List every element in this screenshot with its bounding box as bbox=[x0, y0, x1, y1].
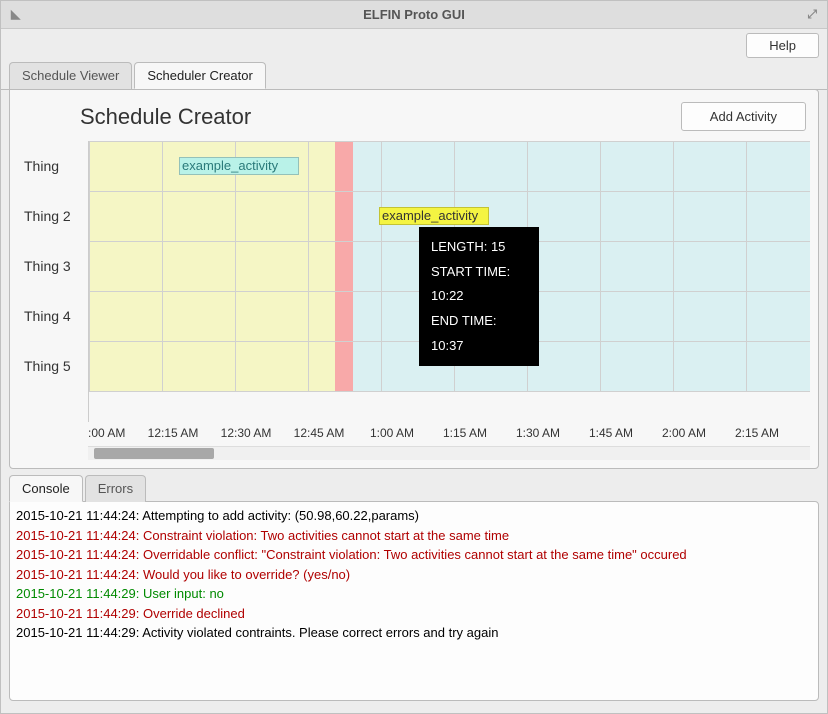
console-tabbar: Console Errors bbox=[1, 475, 827, 502]
time-label: 12:30 AM bbox=[221, 426, 272, 440]
activity-block[interactable]: example_activity bbox=[179, 157, 299, 175]
time-label: 2:15 AM bbox=[735, 426, 779, 440]
time-label: 12:15 AM bbox=[148, 426, 199, 440]
console-line: 2015-10-21 11:44:29: Activity violated c… bbox=[16, 623, 812, 643]
time-label: 1:00 AM bbox=[370, 426, 414, 440]
row-label: Thing bbox=[18, 141, 88, 191]
time-label: 12:00 AM bbox=[88, 426, 125, 440]
row-label: Thing 3 bbox=[18, 241, 88, 291]
schedule-container: Thing Thing 2 Thing 3 Thing 4 Thing 5 ex… bbox=[18, 141, 810, 422]
titlebar: ◣ ELFIN Proto GUI ⤢ bbox=[1, 1, 827, 29]
panel-header: Schedule Creator Add Activity bbox=[18, 98, 810, 141]
time-axis: 12:00 AM 12:15 AM 12:30 AM 12:45 AM 1:00 AM 1… bbox=[18, 424, 810, 446]
tab-errors[interactable]: Errors bbox=[85, 475, 146, 502]
scrollbar-thumb[interactable] bbox=[94, 448, 214, 459]
page-title: Schedule Creator bbox=[80, 104, 251, 130]
console-line: 2015-10-21 11:44:24: Would you like to o… bbox=[16, 565, 812, 585]
help-button[interactable]: Help bbox=[746, 33, 819, 58]
window-title: ELFIN Proto GUI bbox=[363, 7, 465, 22]
time-label: 2:00 AM bbox=[662, 426, 706, 440]
minimize-icon[interactable]: ◣ bbox=[11, 7, 20, 21]
maximize-icon[interactable]: ⤢ bbox=[807, 7, 817, 22]
toolbar: Help bbox=[1, 29, 827, 62]
console-line: 2015-10-21 11:44:29: User input: no bbox=[16, 584, 812, 604]
tab-scheduler-creator[interactable]: Scheduler Creator bbox=[134, 62, 266, 89]
console-line: 2015-10-21 11:44:24: Attempting to add a… bbox=[16, 506, 812, 526]
time-label: 1:30 AM bbox=[516, 426, 560, 440]
row-labels: Thing Thing 2 Thing 3 Thing 4 Thing 5 bbox=[18, 141, 88, 422]
console-panel[interactable]: 2015-10-21 11:44:24: Attempting to add a… bbox=[9, 501, 819, 701]
schedule-grid[interactable]: example_activity example_activity LENGTH… bbox=[88, 141, 810, 422]
main-tabbar: Schedule Viewer Scheduler Creator bbox=[1, 62, 827, 90]
console-line: 2015-10-21 11:44:24: Constraint violatio… bbox=[16, 526, 812, 546]
activity-block[interactable]: example_activity bbox=[379, 207, 489, 225]
row-label: Thing 2 bbox=[18, 191, 88, 241]
row-label: Thing 5 bbox=[18, 341, 88, 391]
tab-schedule-viewer[interactable]: Schedule Viewer bbox=[9, 62, 132, 89]
app-window: ◣ ELFIN Proto GUI ⤢ Help Schedule Viewer… bbox=[0, 0, 828, 714]
add-activity-button[interactable]: Add Activity bbox=[681, 102, 806, 131]
time-label: 12:45 AM bbox=[294, 426, 345, 440]
time-label: 1:45 AM bbox=[589, 426, 633, 440]
time-labels: 12:00 AM 12:15 AM 12:30 AM 12:45 AM 1:00 AM 1… bbox=[88, 424, 810, 446]
scheduler-panel: Schedule Creator Add Activity Thing Thin… bbox=[9, 89, 819, 469]
tooltip-length: LENGTH: 15 bbox=[431, 235, 527, 260]
grid-inner: example_activity example_activity LENGTH… bbox=[89, 141, 810, 391]
tab-console[interactable]: Console bbox=[9, 475, 83, 502]
region-now bbox=[335, 141, 353, 391]
tooltip-start: START TIME: 10:22 bbox=[431, 260, 527, 309]
time-label: 1:15 AM bbox=[443, 426, 487, 440]
console-line: 2015-10-21 11:44:24: Overridable conflic… bbox=[16, 545, 812, 565]
tooltip-end: END TIME: 10:37 bbox=[431, 309, 527, 358]
activity-tooltip: LENGTH: 15 START TIME: 10:22 END TIME: 1… bbox=[419, 227, 539, 366]
horizontal-scrollbar[interactable] bbox=[88, 446, 810, 460]
row-label: Thing 4 bbox=[18, 291, 88, 341]
console-line: 2015-10-21 11:44:29: Override declined bbox=[16, 604, 812, 624]
region-past bbox=[89, 141, 335, 391]
